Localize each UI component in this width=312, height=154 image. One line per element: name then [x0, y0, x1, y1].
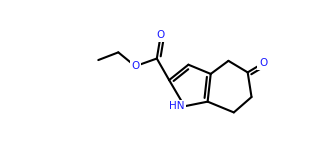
- Text: HN: HN: [169, 101, 184, 111]
- Text: O: O: [157, 30, 165, 40]
- Text: O: O: [259, 58, 267, 68]
- Text: O: O: [131, 61, 139, 71]
